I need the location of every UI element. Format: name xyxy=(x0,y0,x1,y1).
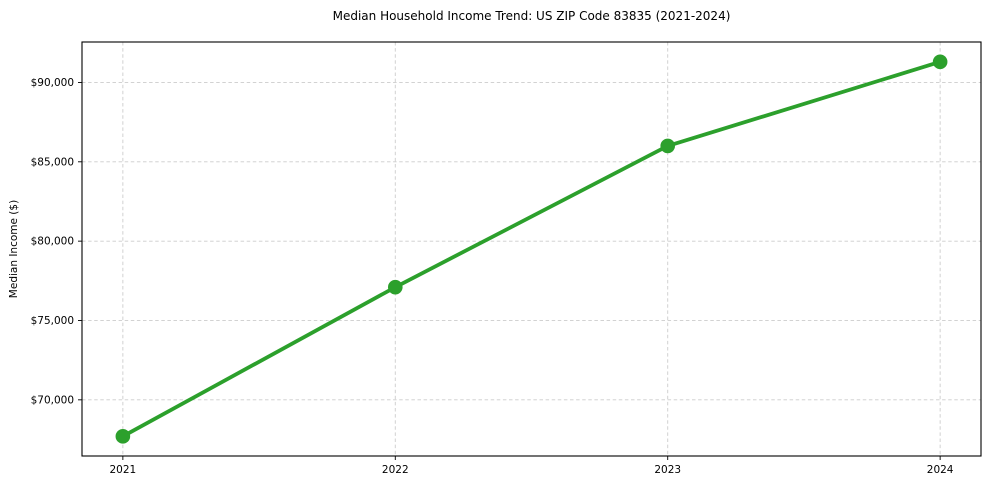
y-tick-label: $80,000 xyxy=(31,236,74,248)
trend-line xyxy=(120,59,943,439)
data-point xyxy=(932,54,948,70)
chart-title: Median Household Income Trend: US ZIP Co… xyxy=(332,9,731,23)
y-tick-label: $75,000 xyxy=(31,315,74,327)
plot-spines xyxy=(81,41,982,457)
data-point xyxy=(660,138,676,154)
data-point xyxy=(387,279,403,295)
data-point xyxy=(115,429,131,444)
x-tick-label: 2023 xyxy=(654,464,681,476)
y-tick-label: $85,000 xyxy=(31,156,74,168)
x-tick-label: 2022 xyxy=(382,464,409,476)
y-tick-label: $90,000 xyxy=(31,77,74,89)
x-tick-label: 2021 xyxy=(109,464,136,476)
x-tick-label: 2024 xyxy=(927,464,954,476)
y-tick-label: $70,000 xyxy=(31,394,74,406)
